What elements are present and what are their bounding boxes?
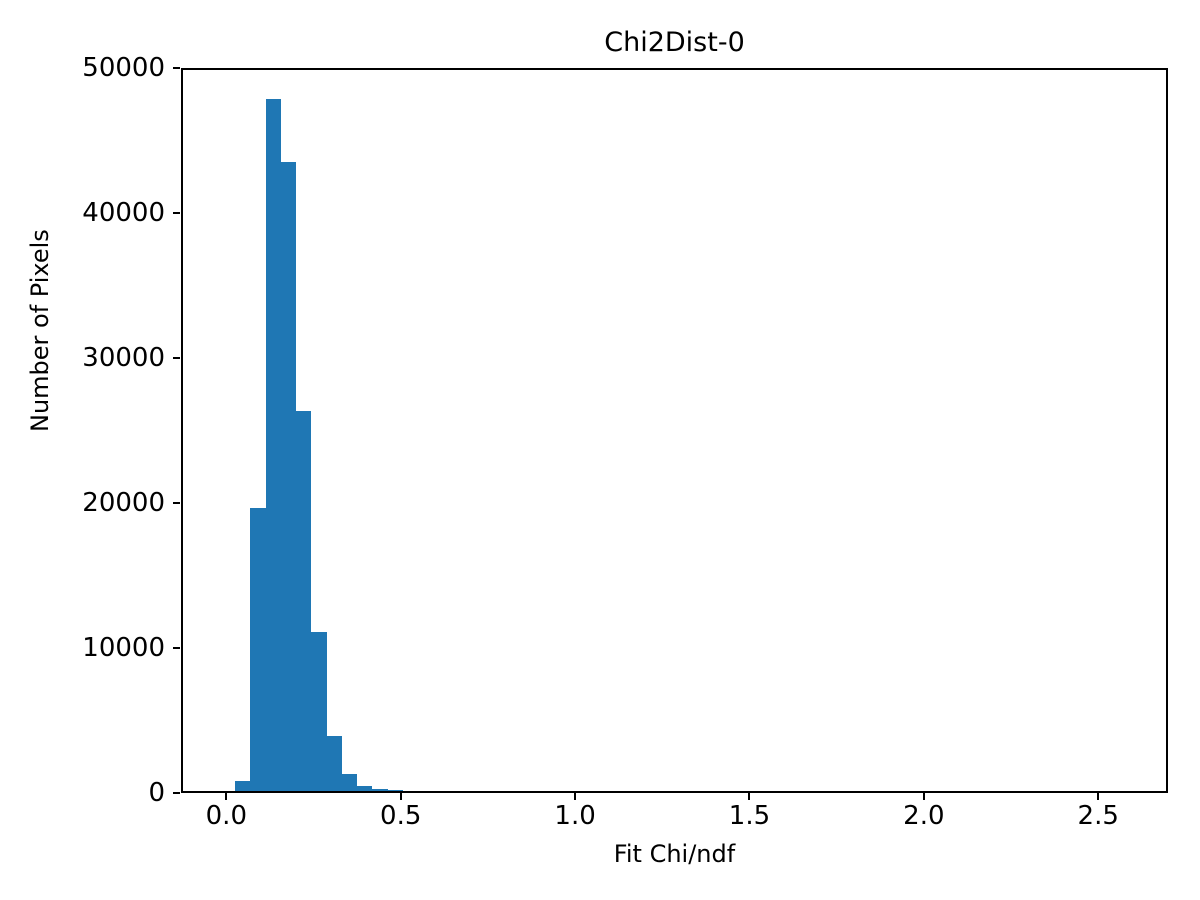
x-tick-label: 1.5 (728, 801, 771, 831)
histogram-bar (342, 774, 358, 791)
histogram-bar (387, 790, 404, 791)
y-tick-mark (173, 67, 180, 69)
y-tick-mark (173, 647, 180, 649)
y-tick-mark (173, 502, 180, 504)
x-tick-mark (748, 793, 751, 800)
y-tick-mark (173, 357, 180, 359)
y-tick-label: 20000 (82, 488, 165, 518)
histogram-bar (372, 789, 388, 791)
histogram-bar (234, 780, 251, 791)
histogram-bars (183, 70, 1166, 791)
y-tick-mark (173, 792, 180, 794)
x-tick-mark (922, 793, 925, 800)
x-tick-mark (399, 793, 402, 800)
y-axis-label: Number of Pixels (26, 229, 54, 432)
histogram-bar (250, 508, 266, 791)
y-tick-label: 30000 (82, 343, 165, 373)
y-tick-label: 50000 (82, 53, 165, 83)
x-tick-label: 2.5 (1077, 801, 1119, 831)
plot-area (181, 68, 1168, 793)
x-tick-label: 2.0 (903, 801, 945, 831)
histogram-bar (311, 632, 327, 791)
y-tick-label: 40000 (82, 198, 165, 228)
histogram-bar (280, 161, 296, 791)
y-tick-mark (173, 212, 180, 214)
x-tick-mark (225, 793, 228, 800)
histogram-bar (326, 735, 343, 791)
x-tick-mark (574, 793, 577, 800)
x-tick-label: 1.0 (554, 801, 596, 831)
x-tick-mark (1097, 793, 1100, 800)
x-tick-label: 0.5 (380, 801, 422, 831)
chart-title: Chi2Dist-0 (604, 27, 745, 58)
histogram-bar (295, 411, 312, 791)
x-axis-label: Fit Chi/ndf (613, 840, 736, 868)
x-tick-label: 0.0 (205, 801, 247, 831)
y-tick-label: 10000 (82, 633, 165, 663)
histogram-bar (357, 785, 373, 791)
y-tick-label: 0 (148, 778, 165, 808)
histogram-bar (265, 99, 281, 791)
